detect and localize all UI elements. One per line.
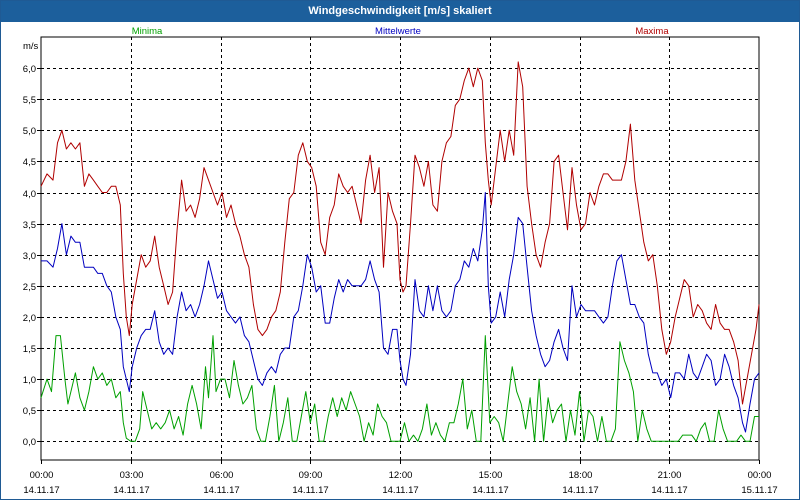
x-tick-time-label: 18:00 — [569, 470, 593, 481]
x-tick-date-label: 14.11.17 — [562, 485, 598, 496]
x-tick-time-label: 00:00 — [748, 470, 772, 481]
x-tick-date-label: 14.11.17 — [382, 485, 418, 496]
y-tick-label: 0,5 — [23, 406, 36, 417]
series-line-minima — [40, 335, 759, 442]
y-tick-label: 2,0 — [23, 313, 36, 324]
y-tick-label: 0,0 — [23, 437, 36, 448]
y-tick-label: 5,5 — [23, 95, 36, 106]
y-tick-label: 4,0 — [23, 189, 36, 200]
y-tick-label: 3,0 — [23, 251, 36, 262]
x-tick-date-label: 14.11.17 — [23, 485, 59, 496]
x-tick-date-label: 14.11.17 — [203, 485, 239, 496]
y-tick-label: 6,0 — [23, 64, 36, 75]
y-tick-label: 1,5 — [23, 344, 36, 355]
y-tick-label: 2,5 — [23, 282, 36, 293]
x-tick-date-label: 15.11.17 — [741, 485, 777, 496]
y-tick-label: 1,0 — [23, 375, 36, 386]
x-tick-time-label: 00:00 — [30, 470, 54, 481]
series-line-mittelwerte — [41, 192, 760, 433]
x-tick-time-label: 03:00 — [120, 470, 144, 481]
y-tick-label: 5,0 — [23, 126, 36, 137]
x-tick-time-label: 15:00 — [479, 470, 503, 481]
x-tick-time-label: 12:00 — [389, 470, 413, 481]
series-line-maxima — [40, 61, 760, 405]
legend-entry-mittelwerte: Mittelwerte — [375, 26, 421, 37]
legend-entry-maxima: Maxima — [635, 26, 669, 37]
x-tick-date-label: 14.11.17 — [472, 485, 508, 496]
legend-entry-minima: Minima — [132, 26, 163, 37]
y-axis-unit-label: m/s — [23, 41, 39, 52]
x-tick-date-label: 14.11.17 — [292, 485, 328, 496]
x-tick-date-label: 14.11.17 — [113, 485, 149, 496]
window-title: Windgeschwindigkeit [m/s] skaliert — [1, 1, 799, 22]
y-tick-label: 3,5 — [23, 220, 36, 231]
x-tick-time-label: 21:00 — [658, 470, 682, 481]
y-tick-label: 4,5 — [23, 157, 36, 168]
x-tick-date-label: 14.11.17 — [651, 485, 687, 496]
x-tick-time-label: 09:00 — [299, 470, 323, 481]
x-tick-time-label: 06:00 — [210, 470, 234, 481]
